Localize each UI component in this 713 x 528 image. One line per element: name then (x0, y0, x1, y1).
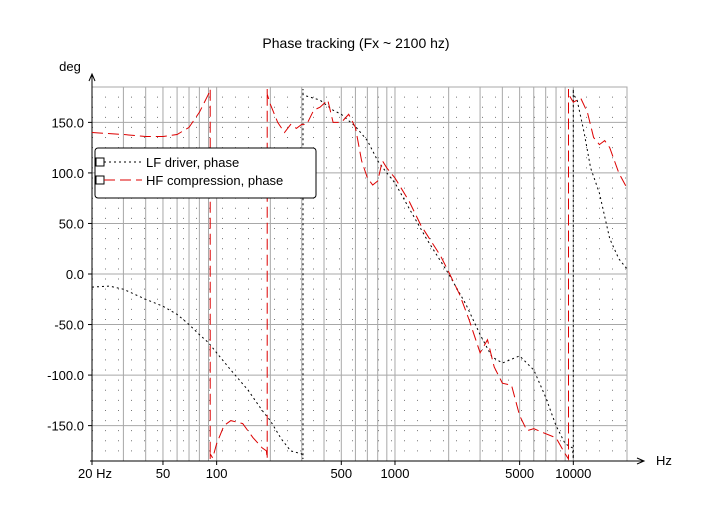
y-tick-labels: 150.0 100.0 50.0 0.0 -50.0 -100.0 -150.0 (47, 115, 92, 434)
x-axis-label: Hz (656, 453, 672, 468)
legend-label: HF compression, phase (146, 173, 283, 188)
y-tick-label: -100.0 (47, 368, 84, 383)
axes (88, 72, 646, 465)
legend-box (94, 147, 317, 199)
legend-marker (95, 175, 105, 185)
y-tick-label: -150.0 (47, 419, 84, 434)
x-tick-label: 100 (206, 466, 228, 481)
x-axis-arrow (636, 457, 646, 465)
series-line-1 (91, 88, 628, 461)
legend: LF driver, phase HF compression, phase (94, 147, 317, 199)
y-axis-label: deg (59, 59, 81, 74)
x-tick-labels: 20 Hz 50 100 500 1000 5000 10000 (78, 461, 591, 481)
series-lines (91, 88, 628, 461)
x-tick-label: 20 Hz (78, 466, 112, 481)
y-axis-arrow (88, 72, 96, 82)
grid (91, 86, 628, 462)
y-tick-label: -50.0 (54, 318, 84, 333)
y-tick-label: 150.0 (51, 115, 84, 130)
legend-label: LF driver, phase (146, 155, 239, 170)
y-tick-label: 0.0 (66, 267, 84, 282)
x-tick-label: 5000 (505, 466, 534, 481)
chart-title: Phase tracking (Fx ~ 2100 hz) (262, 35, 449, 51)
y-tick-label: 100.0 (51, 166, 84, 181)
x-tick-label: 10000 (555, 466, 591, 481)
y-tick-label: 50.0 (59, 216, 84, 231)
legend-marker (95, 157, 105, 167)
x-tick-label: 500 (330, 466, 352, 481)
x-tick-label: 50 (156, 466, 170, 481)
x-tick-label: 1000 (381, 466, 410, 481)
